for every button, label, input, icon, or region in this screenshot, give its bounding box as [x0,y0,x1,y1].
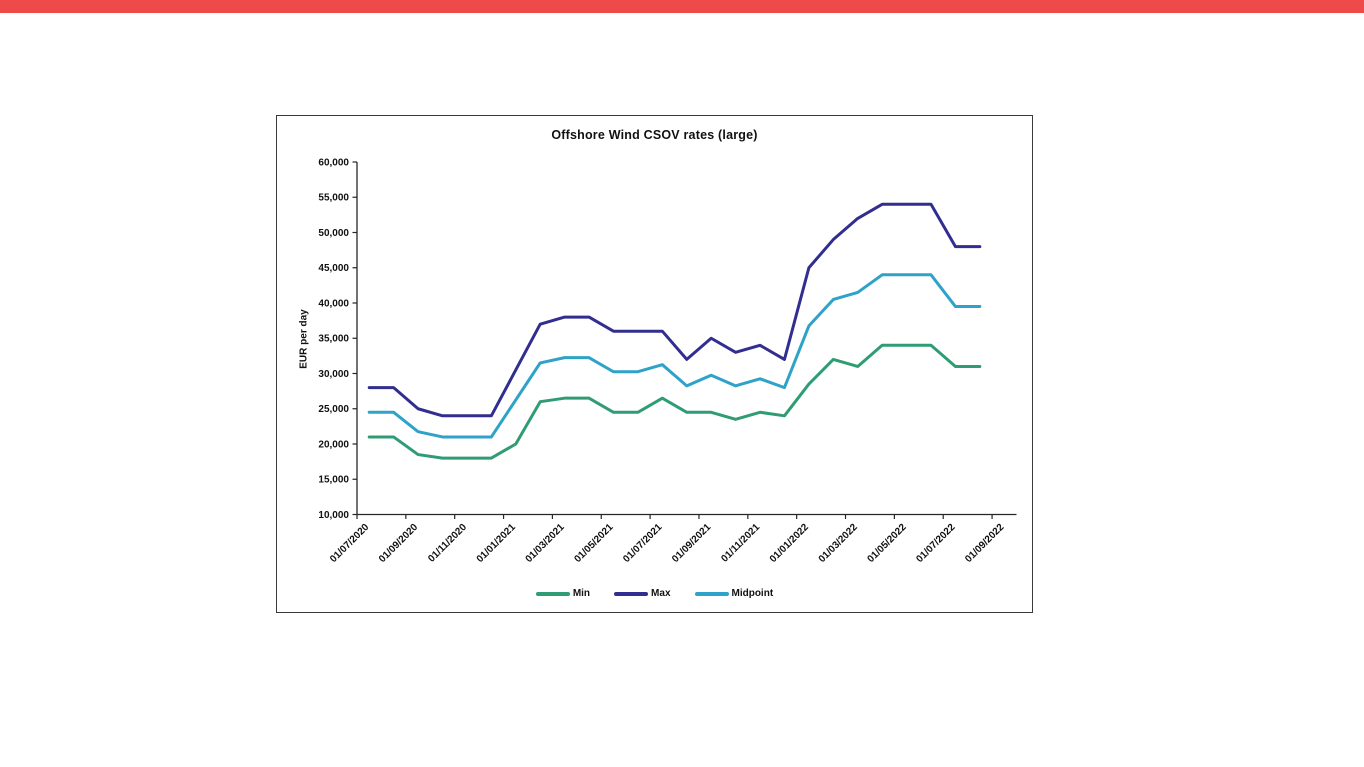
line-chart-plot: 10,000 15,000 20,000 25,000 30,000 35,000 40,0… [318,157,1017,565]
legend-item-midpoint: Midpoint [694,588,774,599]
svg-text:01/07/2022: 01/07/2022 [914,522,957,565]
svg-text:10,000: 10,000 [318,510,349,521]
svg-text:01/11/2021: 01/11/2021 [719,522,762,565]
legend-label-midpoint: Midpoint [731,588,774,599]
svg-text:20,000: 20,000 [318,439,349,450]
svg-text:60,000: 60,000 [318,157,349,168]
svg-text:15,000: 15,000 [318,475,349,486]
svg-text:01/01/2022: 01/01/2022 [768,522,811,565]
chart-title: Offshore Wind CSOV rates (large) [551,128,758,142]
svg-text:55,000: 55,000 [318,193,349,204]
legend-line-swatch-midpoint [694,592,729,596]
svg-text:25,000: 25,000 [318,404,349,415]
legend-line-swatch-min [535,592,570,596]
svg-text:01/05/2021: 01/05/2021 [572,522,615,565]
svg-text:01/09/2021: 01/09/2021 [670,522,713,565]
svg-text:50,000: 50,000 [318,228,349,239]
svg-text:01/05/2022: 01/05/2022 [866,522,909,565]
svg-text:01/11/2020: 01/11/2020 [426,522,469,565]
svg-text:01/07/2020: 01/07/2020 [328,522,371,565]
legend-item-min: Min [535,588,591,599]
legend-label-max: Max [651,588,671,599]
svg-text:01/09/2020: 01/09/2020 [377,522,420,565]
legend-line-swatch-max [614,592,649,596]
svg-text:01/01/2021: 01/01/2021 [475,522,518,565]
legend-item-max: Max [614,588,671,599]
chart-legend: Min Max Midpoint [277,589,1032,599]
legend-label-min: Min [572,588,591,599]
svg-text:40,000: 40,000 [318,298,349,309]
svg-text:30,000: 30,000 [318,369,349,380]
svg-text:01/03/2021: 01/03/2021 [524,522,567,565]
svg-text:01/07/2021: 01/07/2021 [621,522,664,565]
svg-text:01/03/2022: 01/03/2022 [817,522,860,565]
chart-panel: Offshore Wind CSOV rates (large) EUR per… [276,115,1033,613]
svg-text:35,000: 35,000 [318,334,349,345]
svg-text:45,000: 45,000 [318,263,349,274]
svg-text:01/09/2022: 01/09/2022 [963,522,1006,565]
top-accent-bar [0,0,1364,13]
